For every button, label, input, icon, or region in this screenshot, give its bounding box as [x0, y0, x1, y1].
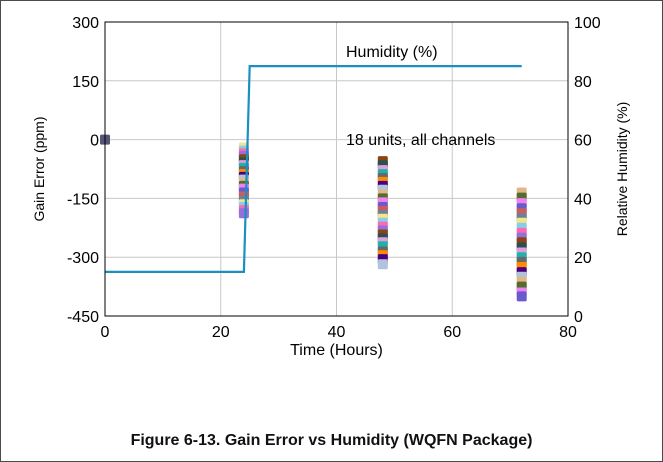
- humidity-line: [105, 64, 522, 273]
- y-tick-label: -150: [67, 191, 99, 208]
- figure-caption: Figure 6-13. Gain Error vs Humidity (WQF…: [130, 432, 533, 449]
- y-axis-label: Gain Error (ppm): [31, 116, 47, 221]
- data-point: [238, 208, 249, 219]
- gain-error-chart: 0 20 40 60 803001500-150-300-450100806040200…: [31, 15, 630, 359]
- humidity-annotation: Humidity (%): [346, 44, 438, 61]
- data-series: [100, 64, 527, 302]
- y2-tick-label: 40: [574, 191, 592, 208]
- units-annotation: 18 units, all channels: [346, 132, 495, 149]
- plot-border: [104, 21, 569, 317]
- y-tick-label: 300: [72, 15, 99, 32]
- tick-labels: 0 20 40 60 80 300 150 0 -150 -300 -450 100 80 60 40 20 0: [67, 15, 601, 341]
- grid-lines: [105, 22, 568, 316]
- y2-tick-label: 20: [574, 250, 592, 267]
- y2-tick-label: 80: [574, 74, 592, 91]
- y2-axis-label: Relative Humidity (%): [614, 102, 630, 237]
- x-axis-label: Time (Hours): [290, 342, 383, 359]
- y-tick-label: 150: [72, 74, 99, 91]
- x-tick-label: 80: [559, 324, 577, 341]
- data-point: [377, 259, 388, 270]
- x-tick-label: 20: [212, 324, 230, 341]
- y2-tick-label: 100: [574, 15, 601, 32]
- x-tick-label: 60: [443, 324, 461, 341]
- y-tick-label: -450: [67, 309, 99, 326]
- x-tick-label: 40: [328, 324, 346, 341]
- data-point: [516, 291, 527, 302]
- x-tick-label: 0: [101, 324, 110, 341]
- y-tick-label: 0: [90, 133, 99, 150]
- y2-tick-label: 60: [574, 133, 592, 150]
- y-tick-label: -300: [67, 250, 99, 267]
- y2-tick-label: 0: [574, 309, 583, 326]
